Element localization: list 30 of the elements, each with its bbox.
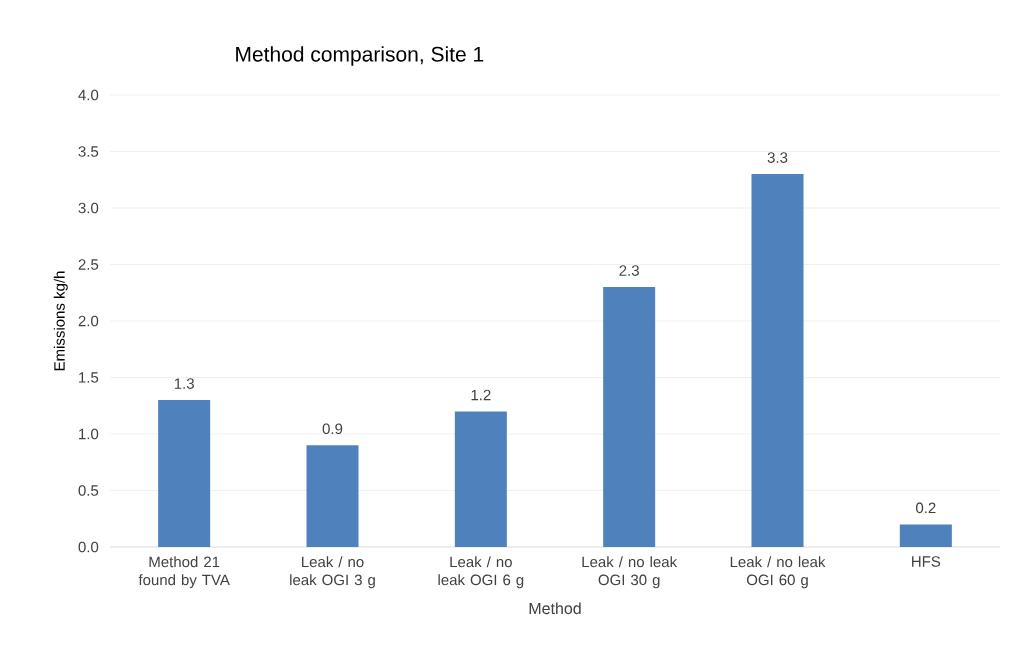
y-tick-label: 3.5 (78, 146, 99, 157)
y-tick-label: 0.0 (78, 541, 99, 553)
x-tick-label: Method 21 found by TVA (138, 556, 230, 589)
x-tick-label: Leak / no leak OGI 60 g (730, 556, 826, 589)
y-tick-label: 2.0 (78, 315, 99, 327)
x-tick-label: Leak / no leak OGI 3 g (290, 556, 375, 589)
bar (454, 411, 507, 547)
bar (603, 287, 656, 547)
bar (158, 400, 211, 547)
y-tick-label: 3.0 (78, 202, 99, 214)
x-tick-label: HFS (912, 556, 941, 567)
bar (306, 445, 359, 547)
data-label: 1.3 (174, 378, 194, 389)
data-label: 0.9 (322, 423, 343, 435)
x-tick-label: Leak / no leak OGI 30 g (582, 556, 678, 589)
data-label: 1.2 (471, 389, 491, 401)
y-tick-label: 1.5 (79, 372, 99, 383)
data-label: 3.3 (767, 152, 788, 163)
x-tick-label: Leak / no leak OGI 6 g (438, 556, 524, 589)
data-label: 2.3 (619, 265, 639, 276)
y-tick-label: 4.0 (78, 89, 99, 101)
data-label: 0.2 (916, 502, 936, 514)
y-tick-label: 2.5 (78, 259, 99, 270)
y-tick-label: 0.5 (78, 485, 99, 496)
bar (899, 524, 952, 547)
y-tick-label: 1.0 (79, 428, 99, 440)
x-axis-title: Method (529, 602, 581, 615)
bar (751, 174, 804, 547)
chart-title: Method comparison, Site 1 (236, 46, 484, 66)
y-axis-title: Emissions kg/h (53, 271, 68, 371)
